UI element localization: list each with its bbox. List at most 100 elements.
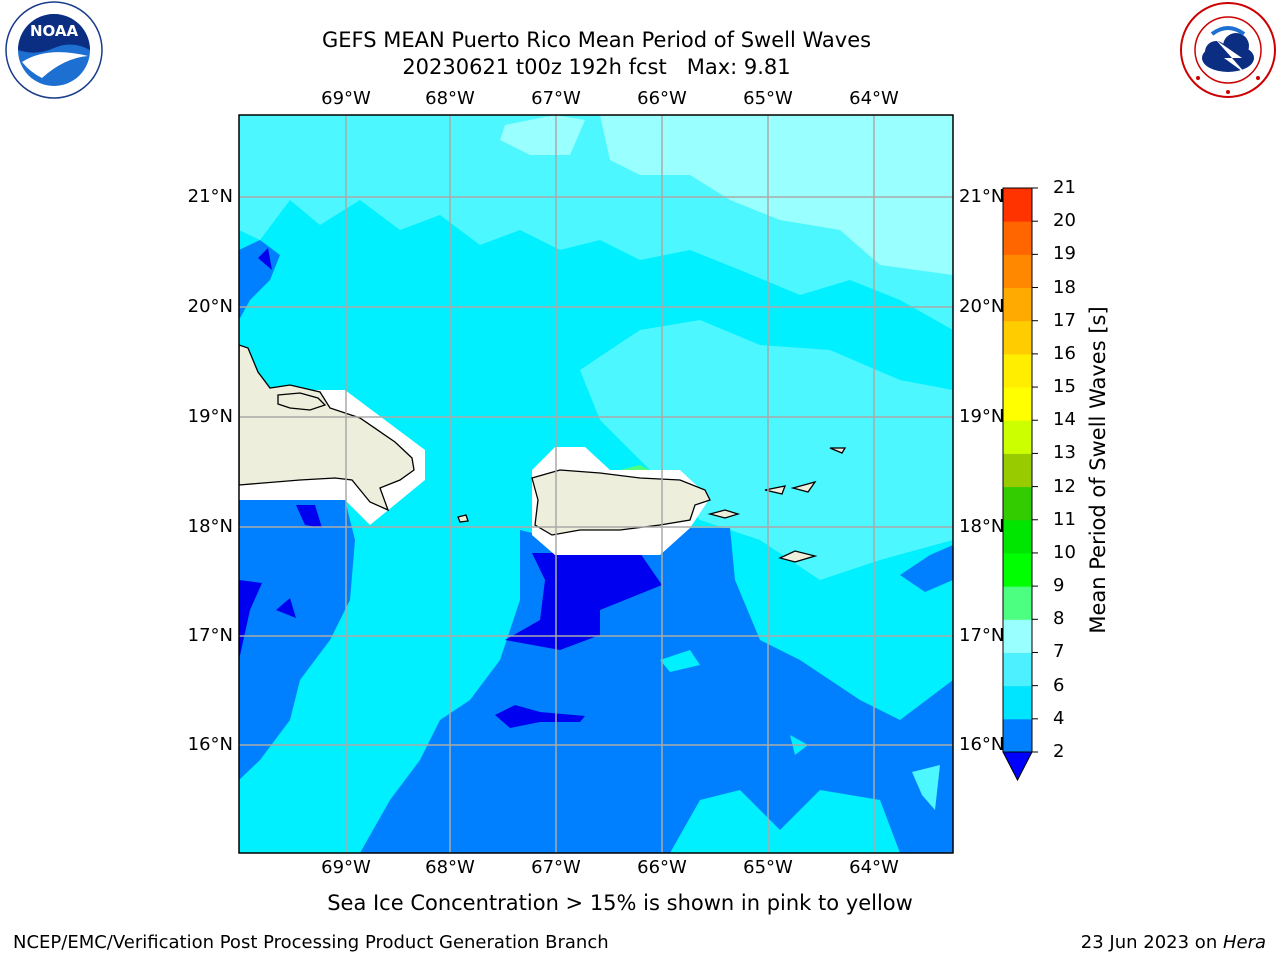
colorbar-bin xyxy=(1003,718,1032,753)
lon-tick-bottom: 67°W xyxy=(531,857,581,878)
field-blue-region xyxy=(900,545,953,592)
footer-credit: NCEP/EMC/Verification Post Processing Pr… xyxy=(13,932,609,953)
footer-date: 23 Jun 2023 on Hera xyxy=(1081,932,1266,953)
map-subtitle: 20230621 t00z 192h fcst Max: 9.81 xyxy=(402,55,791,79)
lat-tick-left: 19°N xyxy=(187,406,233,427)
colorbar-tick: 2 xyxy=(1053,741,1065,762)
land-virgin-islands xyxy=(764,485,787,495)
colorbar-tick: 9 xyxy=(1053,575,1065,597)
colorbar-bin xyxy=(1003,387,1032,421)
land-st-croix xyxy=(778,550,818,563)
lat-tick-left: 16°N xyxy=(187,734,233,755)
colorbar-tick: 16 xyxy=(1053,342,1076,364)
lon-tick-bottom: 64°W xyxy=(849,857,899,878)
colorbar-tick: 10 xyxy=(1053,541,1076,563)
colorbar-bin xyxy=(1003,420,1032,454)
colorbar-bin xyxy=(1003,353,1032,388)
map-frame xyxy=(238,114,954,854)
colorbar-bin xyxy=(1003,453,1032,488)
colorbar-tick: 20 xyxy=(1053,210,1076,232)
lon-tick-top: 67°W xyxy=(531,88,581,109)
field-pale-cyan-region xyxy=(600,115,953,275)
colorbar-bin xyxy=(1003,188,1032,222)
colorbar-under-triangle xyxy=(1002,751,1033,782)
field-dark-blue-region xyxy=(505,553,662,650)
field-blue-region xyxy=(360,528,953,853)
lat-tick-left: 18°N xyxy=(187,516,233,537)
colorbar-tick: 19 xyxy=(1053,243,1076,265)
noaa-logo-text: NOAA xyxy=(30,22,79,40)
lat-tick-right: 16°N xyxy=(959,734,1005,755)
lat-tick-left: 17°N xyxy=(187,625,233,646)
colorbar-bin xyxy=(1003,552,1032,587)
colorbar-tick: 18 xyxy=(1053,276,1076,298)
swell-period-field xyxy=(239,115,953,853)
colorbar-tick: 6 xyxy=(1053,674,1065,696)
colorbar-tick: 13 xyxy=(1053,442,1076,464)
field-cyan-region xyxy=(912,765,940,810)
nws-logo xyxy=(1176,0,1280,104)
colorbar-bin xyxy=(1003,652,1032,687)
lon-tick-bottom: 68°W xyxy=(425,857,475,878)
lon-tick-top: 64°W xyxy=(849,88,899,109)
lon-tick-top: 69°W xyxy=(321,88,371,109)
field-cyan-region xyxy=(660,650,700,672)
colorbar-tick: 8 xyxy=(1053,608,1065,630)
colorbar-tick: 17 xyxy=(1053,309,1076,331)
field-dark-blue-region xyxy=(239,580,262,660)
colorbar-label: Mean Period of Swell Waves [s] xyxy=(1086,306,1110,634)
land-virgin-islands xyxy=(790,480,817,493)
lat-tick-left: 20°N xyxy=(187,296,233,317)
colorbar-bin xyxy=(1003,254,1032,289)
lon-tick-bottom: 66°W xyxy=(637,857,687,878)
sea-ice-caption: Sea Ice Concentration > 15% is shown in … xyxy=(327,891,913,915)
colorbar-tick: 7 xyxy=(1053,641,1065,663)
lat-tick-right: 18°N xyxy=(959,516,1005,537)
lon-tick-top: 66°W xyxy=(637,88,687,109)
land-hispaniola-north xyxy=(277,392,327,411)
lat-tick-right: 19°N xyxy=(959,406,1005,427)
colorbar-tick: 15 xyxy=(1053,376,1076,398)
colorbar-tick: 11 xyxy=(1053,508,1076,530)
field-light-cyan-region xyxy=(580,320,953,580)
lon-tick-bottom: 65°W xyxy=(743,857,793,878)
colorbar-bin xyxy=(1003,685,1032,720)
field-pale-cyan-region xyxy=(500,115,585,155)
colorbar-tick: 4 xyxy=(1053,707,1065,729)
field-dark-blue-region xyxy=(495,705,585,728)
colorbar-bin xyxy=(1003,519,1032,554)
colorbar-bin xyxy=(1003,586,1032,620)
colorbar-frame xyxy=(1002,187,1033,753)
colorbar-bin xyxy=(1003,221,1032,255)
noaa-logo: NOAA xyxy=(2,0,106,104)
colorbar-tick: 14 xyxy=(1053,409,1076,431)
lon-tick-top: 68°W xyxy=(425,88,475,109)
land-hispaniola xyxy=(239,344,415,512)
map-gridlines xyxy=(239,115,953,853)
land-anegada xyxy=(829,447,847,454)
footer-host: Hera xyxy=(1222,932,1266,953)
lat-tick-right: 20°N xyxy=(959,296,1005,317)
colorbar-bin xyxy=(1003,486,1032,521)
lon-tick-top: 65°W xyxy=(743,88,793,109)
colorbar-tick: 21 xyxy=(1053,177,1076,198)
land-puerto-rico xyxy=(531,469,711,536)
lat-tick-left: 21°N xyxy=(187,186,233,207)
lat-tick-right: 21°N xyxy=(959,186,1005,207)
field-dark-blue-region xyxy=(258,248,272,270)
colorbar-bin xyxy=(1003,320,1032,355)
colorbar-bin xyxy=(1003,619,1032,653)
lat-tick-right: 17°N xyxy=(959,625,1005,646)
colorbar xyxy=(1002,187,1038,782)
field-dark-blue-region xyxy=(296,505,322,528)
field-blue-region xyxy=(239,500,355,780)
lon-tick-bottom: 69°W xyxy=(321,857,371,878)
land-virgin-islands xyxy=(707,509,741,519)
field-light-cyan-region xyxy=(360,520,500,690)
land-small-island xyxy=(457,514,469,523)
colorbar-bin xyxy=(1003,287,1032,322)
field-dark-blue-region xyxy=(276,598,296,618)
footer-date-text: 23 Jun 2023 on xyxy=(1080,932,1223,953)
map-title: GEFS MEAN Puerto Rico Mean Period of Swe… xyxy=(321,28,872,52)
